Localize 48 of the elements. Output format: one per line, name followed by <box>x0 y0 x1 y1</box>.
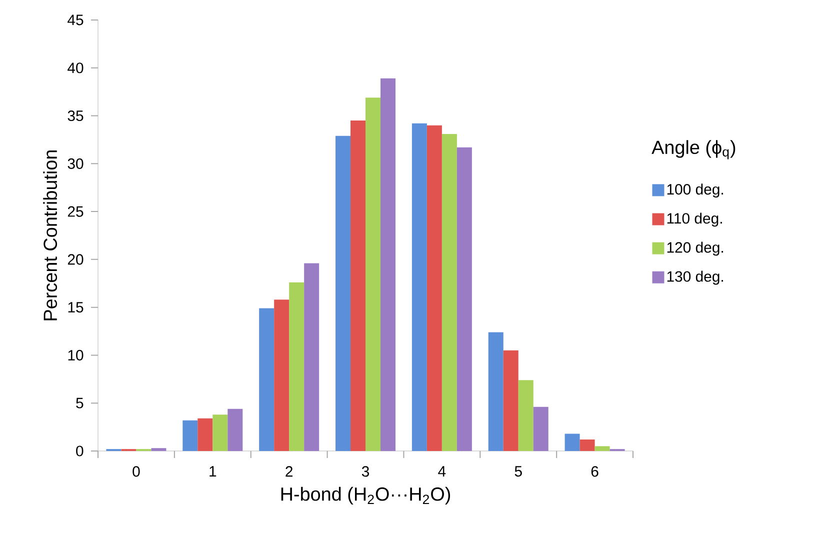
legend-label: 100 deg. <box>667 184 724 198</box>
bar <box>151 448 166 451</box>
bar <box>259 308 274 451</box>
bar <box>212 414 228 451</box>
x-tick-label: 5 <box>514 466 522 477</box>
bar <box>336 136 351 451</box>
y-tick-label: 25 <box>68 206 84 217</box>
y-tick-label: 45 <box>68 14 84 26</box>
bar <box>564 434 580 451</box>
x-tick-label: 1 <box>210 466 216 476</box>
bar <box>503 350 518 451</box>
bar <box>274 300 290 451</box>
bar <box>228 408 243 451</box>
y-axis-title: Percent Contribution <box>43 150 58 320</box>
x-tick-label: 4 <box>438 466 446 476</box>
x-tick-label: 2 <box>286 466 292 477</box>
y-tick-label: 10 <box>68 350 84 360</box>
bar <box>380 78 396 451</box>
bar <box>533 406 548 451</box>
bar <box>366 98 381 451</box>
bar <box>456 147 472 451</box>
y-tick-label: 0 <box>76 446 84 456</box>
legend-title: Angle (ϕ$_{q}$) <box>652 140 736 160</box>
y-tick-label: 30 <box>68 158 84 169</box>
y-tick-label: 15 <box>68 302 84 313</box>
bar <box>350 120 366 451</box>
bar <box>442 134 457 451</box>
legend-label: 130 deg. <box>667 270 724 285</box>
x-tick-label: 0 <box>132 466 140 477</box>
bar <box>518 380 534 451</box>
bar <box>304 263 320 451</box>
x-tick-label: 6 <box>591 466 598 477</box>
legend-label: 110 deg. <box>667 212 722 227</box>
bar <box>594 446 610 451</box>
y-tick-label: 40 <box>68 62 84 74</box>
y-tick-label: 5 <box>76 398 84 408</box>
x-tick-label: 3 <box>362 466 370 477</box>
bar <box>488 332 504 451</box>
x-axis-title: H-bond (H$_{2}$O···H$_{2}$O) <box>281 486 450 505</box>
bar <box>182 420 198 451</box>
legend-label: 120 deg. <box>667 242 724 256</box>
bar <box>426 125 442 451</box>
y-tick-label: 20 <box>68 254 84 265</box>
bar <box>198 418 213 451</box>
bar <box>412 123 427 451</box>
bar <box>289 282 304 451</box>
bar <box>580 439 595 451</box>
y-tick-label: 35 <box>68 110 84 122</box>
